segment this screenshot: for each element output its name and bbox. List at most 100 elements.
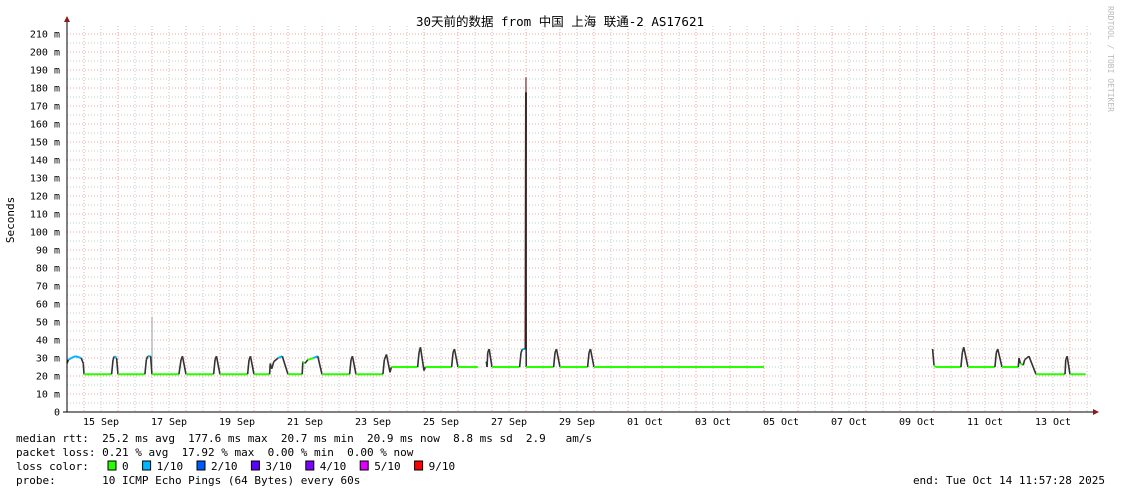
- median-rtt-segment: [518, 352, 522, 368]
- median-rtt-segment: [450, 352, 454, 368]
- y-tick-label: 90 m: [36, 246, 60, 257]
- y-axis-label: Seconds: [4, 197, 17, 243]
- y-tick-label: 180 m: [30, 84, 60, 95]
- median-rtt-segment: [586, 352, 590, 368]
- loss-color-label: 1/10: [157, 460, 184, 473]
- median-rtt-segment: [453, 348, 459, 368]
- median-rtt-segment: [212, 359, 216, 375]
- median-rtt-segment: [67, 357, 72, 361]
- median-rtt-segment: [70, 355, 76, 359]
- x-tick-label: 19 Sep: [219, 417, 255, 428]
- y-tick-label: 160 m: [30, 120, 60, 131]
- x-tick-label: 27 Sep: [491, 417, 527, 428]
- x-tick-label: 25 Sep: [423, 417, 459, 428]
- median-rtt-segment: [273, 357, 279, 363]
- median-rtt-segment: [486, 352, 489, 368]
- median-rtt-segment: [552, 352, 556, 368]
- median-rtt-segment: [145, 355, 149, 361]
- x-tick-label: 21 Sep: [287, 417, 323, 428]
- median-rtt-segment: [960, 352, 964, 368]
- median-rtt-segment: [423, 366, 427, 371]
- median-rtt-segment: [385, 354, 391, 373]
- y-tick-label: 130 m: [30, 174, 60, 185]
- end-time: end: Tue Oct 14 11:57:28 2025: [913, 474, 1105, 487]
- median-rtt-segment: [113, 355, 118, 359]
- median-rtt-segment: [304, 359, 309, 364]
- median-rtt-segment: [82, 363, 85, 375]
- x-axis-ticks: 15 Sep 17 Sep 19 Sep 21 Sep 23 Sep 25 Sep 27 S…: [83, 417, 1071, 428]
- median-rtt-segment: [246, 359, 250, 375]
- y-tick-label: 80 m: [36, 264, 60, 275]
- median-rtt-segment: [419, 347, 425, 371]
- y-tick-label: 200 m: [30, 48, 60, 59]
- y-tick-label: 60 m: [36, 300, 60, 311]
- rrdtool-watermark: RRDTOOL / TOBI OETIKER: [1106, 6, 1115, 112]
- y-tick-label: 30 m: [36, 354, 60, 365]
- median-rtt-segment: [996, 348, 1003, 368]
- y-tick-label: 150 m: [30, 138, 60, 149]
- x-tick-label: 03 Oct: [695, 417, 731, 428]
- y-tick-label: 170 m: [30, 102, 60, 113]
- median-rtt-segment: [1028, 355, 1037, 375]
- loss-color-label: 0: [122, 460, 129, 473]
- median-rtt-segment: [348, 359, 352, 375]
- grid: [66, 26, 1093, 412]
- median-rtt-segment: [307, 357, 314, 361]
- loss-color-label: 5/10: [374, 460, 401, 473]
- y-tick-label: 190 m: [30, 66, 60, 77]
- median-rtt-segment: [488, 348, 493, 368]
- median-rtt-segment: [301, 361, 304, 375]
- y-tick-label: 70 m: [36, 282, 60, 293]
- loss-color-swatch: [359, 460, 369, 471]
- loss-color-swatch: [305, 460, 315, 471]
- packet-loss-stats: packet loss: 0.21 % avg 17.92 % max 0.00…: [16, 446, 414, 459]
- median-rtt-segment: [178, 359, 182, 375]
- median-rtt-segment: [316, 356, 323, 375]
- loss-color-legend: 0 1/10 2/10 3/10 4/10 5/10 9/10: [107, 460, 455, 473]
- median-rtt-segment: [351, 356, 357, 375]
- x-tick-label: 15 Sep: [83, 417, 119, 428]
- y-tick-label: 20 m: [36, 372, 60, 383]
- loss-color-label: loss color:: [16, 460, 89, 473]
- y-tick-label: 140 m: [30, 156, 60, 167]
- loss-color-label: 3/10: [265, 460, 292, 473]
- loss-color-swatch: [142, 460, 152, 471]
- median-rtt-segment: [270, 361, 275, 370]
- median-rtt-segment: [416, 352, 420, 368]
- y-tick-label: 0: [54, 408, 60, 419]
- median-rtt-segment: [249, 356, 255, 375]
- median-rtt-segment: [520, 348, 524, 353]
- median-rtt-series: [66, 92, 1086, 376]
- x-tick-label: 17 Sep: [151, 417, 187, 428]
- median-rtt-segment: [281, 355, 289, 375]
- axes: [63, 16, 1099, 415]
- median-rtt-segment: [1018, 357, 1022, 364]
- median-rtt-segment: [382, 359, 386, 375]
- x-tick-label: 01 Oct: [627, 417, 663, 428]
- median-rtt-segment: [962, 347, 969, 368]
- median-rtt-segment: [994, 352, 998, 368]
- x-tick-label: 11 Oct: [967, 417, 1003, 428]
- x-tick-label: 13 Oct: [1035, 417, 1071, 428]
- loss-color-swatch: [250, 460, 260, 471]
- median-rtt-segment: [75, 355, 82, 359]
- median-rtt-segment: [80, 357, 85, 364]
- loss-color-label: 2/10: [211, 460, 238, 473]
- loss-color-label: 4/10: [320, 460, 347, 473]
- median-rtt-segment: [1022, 359, 1026, 366]
- x-tick-label: 23 Sep: [355, 417, 391, 428]
- loss-color-swatch: [196, 460, 206, 471]
- y-tick-label: 120 m: [30, 192, 60, 203]
- median-rtt-segment: [115, 357, 119, 375]
- x-axis-arrow-icon: [1093, 409, 1099, 415]
- loss-color-swatch: [414, 460, 424, 471]
- median-rtt-segment: [1064, 359, 1067, 375]
- probe-info: probe: 10 ICMP Echo Pings (64 Bytes) eve…: [16, 474, 360, 487]
- median-rtt-segment: [589, 348, 595, 368]
- median-rtt-stats: median rtt: 25.2 ms avg 177.6 ms max 20.…: [16, 432, 592, 445]
- loss-color-swatch: [107, 460, 117, 471]
- y-axis-arrow-icon: [64, 16, 70, 22]
- median-rtt-segment: [389, 366, 393, 373]
